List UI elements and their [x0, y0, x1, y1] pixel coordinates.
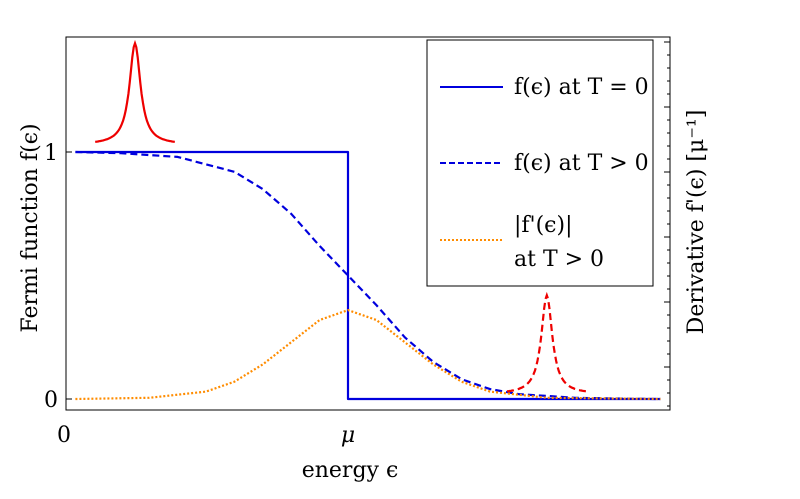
inset-peak-1: [506, 291, 587, 393]
x-axis-label: energy ϵ: [302, 458, 399, 483]
x-tick-label-mu: μ: [341, 423, 355, 448]
tick-layer: 0 μ 0 1: [44, 141, 355, 448]
y-tick-label-1: 1: [44, 141, 58, 166]
series-layer: [66, 39, 661, 401]
series-line-1: [75, 150, 661, 401]
series-line-2: [75, 309, 661, 401]
inset-peak-0: [95, 39, 175, 143]
legend-label-deriv-line2: at T > 0: [514, 247, 604, 272]
legend: f(ϵ) at T = 0 f(ϵ) at T > 0 |f'(ϵ)| at T…: [426, 39, 654, 287]
legend-label-deriv-line1: |f'(ϵ)|: [514, 213, 573, 238]
series-line-0: [75, 150, 661, 401]
legend-label-f-t0: f(ϵ) at T = 0: [514, 75, 649, 100]
y-tick-label-0: 0: [44, 388, 58, 413]
x-tick-label-0: 0: [57, 423, 71, 448]
y-axis-label-left: Fermi function f(ϵ): [18, 123, 43, 332]
legend-box: [426, 39, 654, 287]
y-axis-label-right: Derivative f'(ϵ) [μ⁻¹]: [684, 110, 709, 335]
legend-label-f-tpos: f(ϵ) at T > 0: [514, 151, 649, 176]
right-axis-ticks: [664, 41, 670, 407]
